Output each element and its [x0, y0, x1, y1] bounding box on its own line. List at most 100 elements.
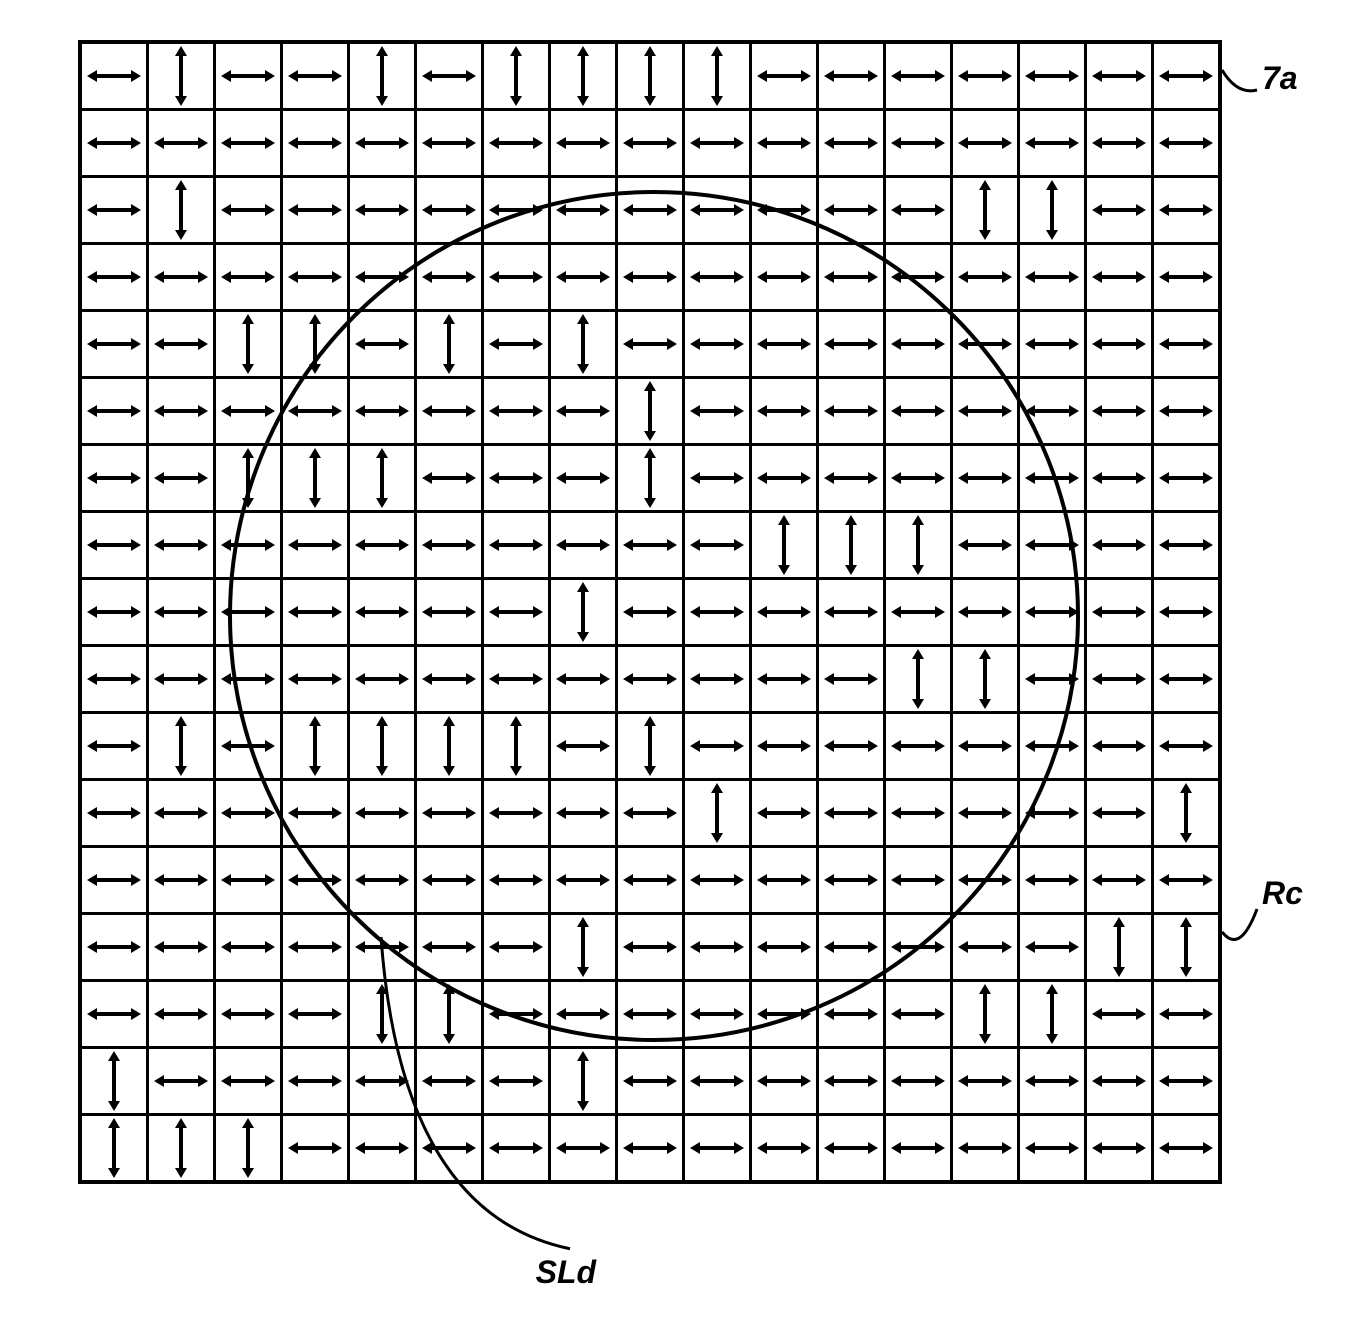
horizontal-arrow-icon: [832, 275, 870, 279]
horizontal-arrow-icon: [1033, 878, 1071, 882]
vertical-arrow-icon: [782, 523, 786, 568]
vertical-arrow-icon: [380, 54, 384, 99]
grid-cell: [149, 446, 213, 510]
horizontal-arrow-icon: [698, 878, 736, 882]
horizontal-arrow-icon: [497, 1079, 535, 1083]
horizontal-arrow-icon: [1033, 811, 1071, 815]
grid-cell: [618, 178, 682, 242]
grid-cell: [953, 1116, 1017, 1180]
horizontal-arrow-icon: [832, 476, 870, 480]
grid-cell: [82, 580, 146, 644]
grid-cell: [551, 245, 615, 309]
horizontal-arrow-icon: [296, 811, 334, 815]
grid-cell: [149, 178, 213, 242]
grid-cell: [283, 647, 347, 711]
grid-cell: [283, 1116, 347, 1180]
grid-cell: [283, 446, 347, 510]
grid-cell: [685, 647, 749, 711]
grid-cell: [1087, 111, 1151, 175]
grid-cell: [886, 178, 950, 242]
grid-cell: [752, 111, 816, 175]
grid-cell: [417, 915, 481, 979]
grid-cell: [685, 1049, 749, 1113]
grid-cell: [752, 982, 816, 1046]
grid-cell: [1020, 44, 1084, 108]
grid-cell: [551, 848, 615, 912]
vertical-arrow-icon: [313, 724, 317, 769]
grid-cell: [484, 982, 548, 1046]
horizontal-arrow-icon: [899, 945, 937, 949]
grid-cell: [1020, 111, 1084, 175]
horizontal-arrow-icon: [698, 275, 736, 279]
horizontal-arrow-icon: [1100, 1012, 1138, 1016]
horizontal-arrow-icon: [899, 141, 937, 145]
horizontal-arrow-icon: [698, 543, 736, 547]
horizontal-arrow-icon: [698, 1012, 736, 1016]
grid-cell: [350, 580, 414, 644]
horizontal-arrow-icon: [1167, 1012, 1205, 1016]
grid-cell: [752, 915, 816, 979]
grid-cell: [685, 1116, 749, 1180]
horizontal-arrow-icon: [430, 476, 468, 480]
grid-cell: [618, 647, 682, 711]
horizontal-arrow-icon: [1100, 744, 1138, 748]
grid-cell: [417, 1116, 481, 1180]
horizontal-arrow-icon: [497, 945, 535, 949]
grid-cell: [149, 312, 213, 376]
horizontal-arrow-icon: [899, 476, 937, 480]
horizontal-arrow-icon: [497, 811, 535, 815]
grid-cell: [618, 1049, 682, 1113]
grid-cell: [685, 312, 749, 376]
horizontal-arrow-icon: [765, 610, 803, 614]
grid-cell: [350, 714, 414, 778]
grid-cell: [417, 312, 481, 376]
horizontal-arrow-icon: [430, 409, 468, 413]
grid-cell: [1020, 647, 1084, 711]
grid-cell: [350, 1116, 414, 1180]
horizontal-arrow-icon: [95, 208, 133, 212]
horizontal-arrow-icon: [1100, 342, 1138, 346]
grid-cell: [819, 647, 883, 711]
vertical-arrow-icon: [313, 456, 317, 501]
grid-cell: [283, 580, 347, 644]
horizontal-arrow-icon: [95, 811, 133, 815]
grid-cell: [1087, 513, 1151, 577]
grid-cell: [1020, 513, 1084, 577]
horizontal-arrow-icon: [162, 275, 200, 279]
grid-cell: [551, 44, 615, 108]
horizontal-arrow-icon: [1167, 878, 1205, 882]
grid-cell: [484, 178, 548, 242]
vertical-arrow-icon: [313, 322, 317, 367]
horizontal-arrow-icon: [631, 878, 669, 882]
horizontal-arrow-icon: [899, 610, 937, 614]
horizontal-arrow-icon: [162, 409, 200, 413]
horizontal-arrow-icon: [229, 275, 267, 279]
horizontal-arrow-icon: [832, 811, 870, 815]
horizontal-arrow-icon: [765, 811, 803, 815]
horizontal-arrow-icon: [698, 476, 736, 480]
horizontal-arrow-icon: [631, 543, 669, 547]
horizontal-arrow-icon: [564, 811, 602, 815]
horizontal-arrow-icon: [698, 1079, 736, 1083]
grid-cell: [149, 1116, 213, 1180]
grid-cell: [886, 312, 950, 376]
grid-cell: [1020, 714, 1084, 778]
grid-cell: [283, 245, 347, 309]
grid-cell: [551, 379, 615, 443]
grid-cell: [752, 781, 816, 845]
grid-cell: [417, 848, 481, 912]
horizontal-arrow-icon: [363, 677, 401, 681]
horizontal-arrow-icon: [1033, 409, 1071, 413]
grid-cell: [82, 1049, 146, 1113]
grid-cell: [350, 446, 414, 510]
vertical-arrow-icon: [983, 657, 987, 702]
horizontal-arrow-icon: [497, 1012, 535, 1016]
vertical-arrow-icon: [1050, 188, 1054, 233]
horizontal-arrow-icon: [162, 342, 200, 346]
grid-cell: [1087, 580, 1151, 644]
vertical-arrow-icon: [1050, 992, 1054, 1037]
grid-cell: [283, 848, 347, 912]
grid-cell: [1087, 982, 1151, 1046]
grid-cell: [953, 379, 1017, 443]
grid-cell: [216, 1049, 280, 1113]
